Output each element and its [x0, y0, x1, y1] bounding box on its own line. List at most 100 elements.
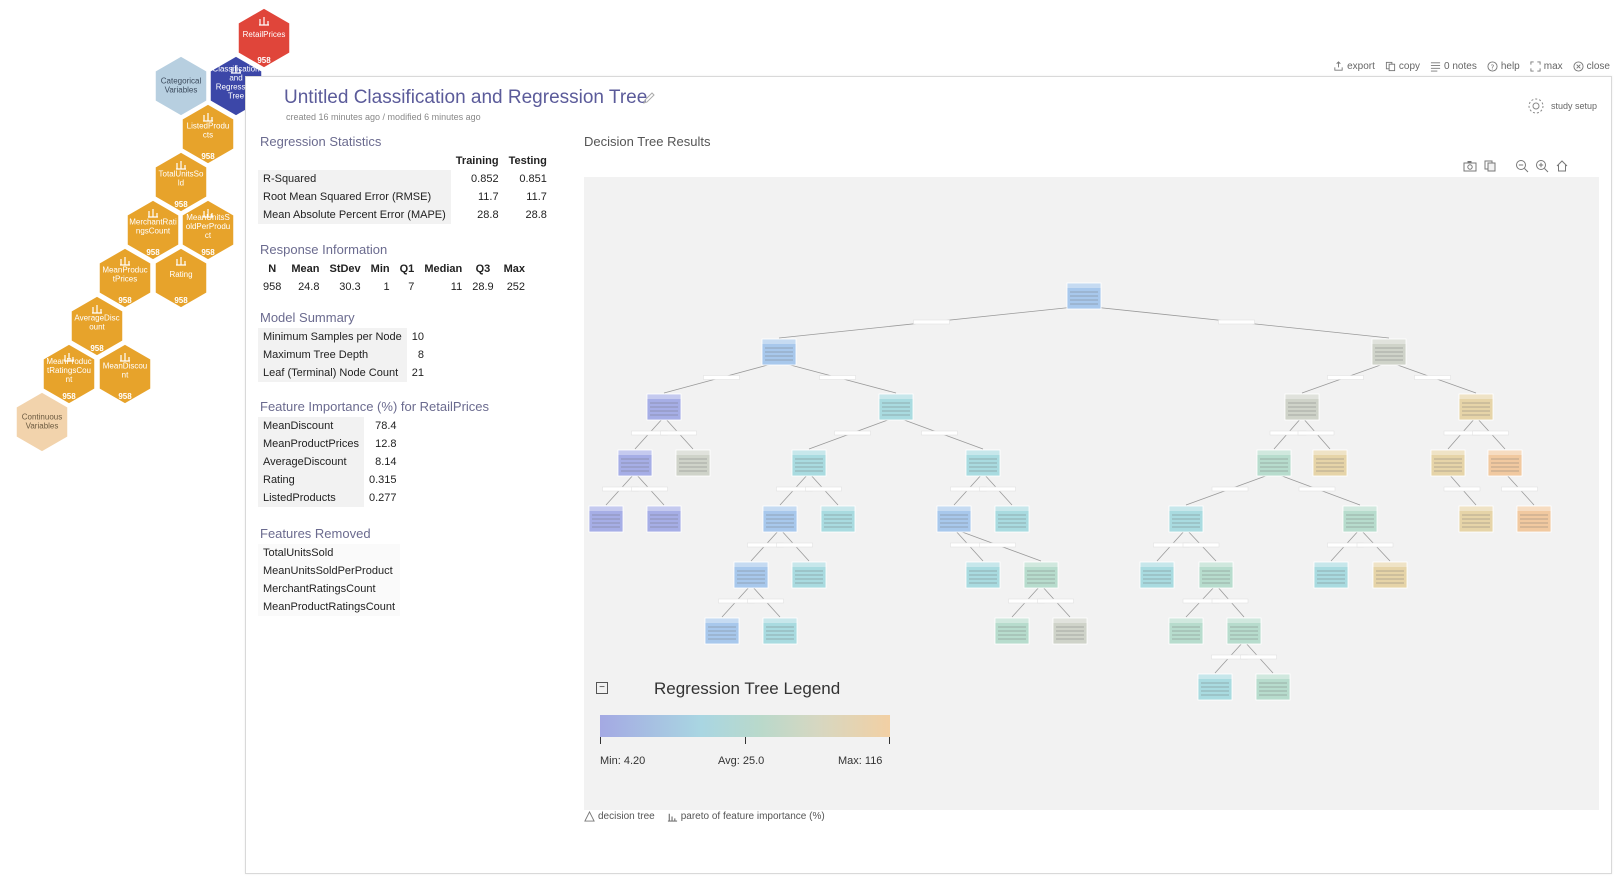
tree-node[interactable]	[1487, 449, 1523, 477]
tree-node[interactable]	[1168, 617, 1204, 645]
hex-node-merchant-ratings[interactable]: MerchantRatingsCount 958	[126, 199, 180, 261]
tree-node[interactable]	[1139, 561, 1175, 589]
legend-title: Regression Tree Legend	[654, 679, 841, 698]
tree-edge-label	[1182, 542, 1220, 548]
tree-node[interactable]	[936, 505, 972, 533]
tree-node[interactable]	[791, 561, 827, 589]
table-row: ListedProducts 0.277	[258, 489, 402, 507]
main-panel: Untitled Classification and Regression T…	[245, 76, 1612, 874]
export-button[interactable]: export	[1333, 58, 1375, 74]
tree-node[interactable]	[646, 505, 682, 533]
home-icon[interactable]	[1555, 159, 1569, 173]
gear-icon	[1528, 98, 1544, 114]
hex-node-total-units[interactable]: TotalUnitsSold 958	[154, 151, 208, 213]
pencil-icon[interactable]	[642, 91, 656, 105]
tree-node[interactable]	[1256, 449, 1292, 477]
tree-node[interactable]	[994, 505, 1030, 533]
tree-node[interactable]	[762, 617, 798, 645]
tree-node[interactable]	[1197, 673, 1233, 701]
regression-statistics-table: Training Testing R-Squared 0.852 0.851 R…	[258, 152, 552, 224]
feature-importance-table: MeanDiscount 78.4 MeanProductPrices 12.8…	[258, 417, 402, 507]
tree-node[interactable]	[1342, 505, 1378, 533]
tree-node[interactable]	[994, 617, 1030, 645]
max-button[interactable]: max	[1530, 58, 1563, 74]
tree-node[interactable]	[1372, 561, 1408, 589]
hex-node-average-discount[interactable]: AverageDiscount 958	[70, 295, 124, 357]
copy-icon	[1385, 61, 1395, 71]
tree-node[interactable]	[1226, 617, 1262, 645]
help-button[interactable]: ? help	[1487, 58, 1520, 74]
row-label: Leaf (Terminal) Node Count	[258, 364, 407, 382]
tree-node[interactable]	[965, 561, 1001, 589]
tree-node[interactable]	[762, 505, 798, 533]
row-label: ListedProducts	[258, 489, 364, 507]
tree-node[interactable]	[646, 393, 682, 421]
features-removed-list: TotalUnitsSold MeanUnitsSoldPerProduct M…	[258, 544, 401, 616]
bar-chart-icon	[667, 813, 677, 822]
tree-node[interactable]	[1284, 393, 1320, 421]
hex-node-count: 958	[201, 248, 215, 257]
tree-node[interactable]	[1313, 561, 1349, 589]
tree-node[interactable]	[878, 393, 914, 421]
study-setup-button[interactable]: study setup	[1527, 97, 1597, 115]
tab-pareto[interactable]: pareto of feature importance (%)	[667, 811, 825, 822]
close-button[interactable]: close	[1573, 58, 1610, 74]
tree-node[interactable]	[1052, 617, 1088, 645]
tree-node[interactable]	[1516, 505, 1552, 533]
tree-node[interactable]	[791, 449, 827, 477]
decision-tree-svg[interactable]	[584, 177, 1599, 810]
copy-button[interactable]: copy	[1385, 58, 1420, 74]
hex-node-mean-product-ratings[interactable]: MeanProductRatingsCount 958	[42, 343, 96, 405]
tree-node[interactable]	[1430, 449, 1466, 477]
row-label: MeanDiscount	[258, 417, 364, 435]
tree-node[interactable]	[1023, 561, 1059, 589]
hex-node-rating[interactable]: Rating 958	[154, 247, 208, 309]
tree-node[interactable]	[761, 338, 797, 366]
tree-node[interactable]	[1066, 282, 1102, 310]
tree-node[interactable]	[1255, 673, 1291, 701]
cell-value: 11	[450, 281, 463, 293]
zoom-in-icon[interactable]	[1535, 159, 1549, 173]
tree-node[interactable]	[1371, 338, 1407, 366]
hex-node-mean-discount[interactable]: MeanDiscount 958	[98, 343, 152, 405]
tree-node[interactable]	[1168, 505, 1204, 533]
decision-tree-plot[interactable]: − Regression Tree Legend Min: 4.20 Avg: …	[584, 177, 1599, 810]
hex-node-listed-products[interactable]: ListedProducts 958	[181, 103, 235, 165]
hex-node-label: RetailPrices	[243, 30, 286, 39]
legend-tick	[745, 737, 746, 744]
tree-edge-label	[703, 375, 740, 380]
camera-icon[interactable]	[1463, 159, 1477, 173]
hex-node-retail-prices[interactable]: RetailPrices 958	[237, 7, 291, 69]
hex-node-mean-units-sold[interactable]: MeanUnitsSoldPerProduct 958	[181, 199, 235, 261]
tree-node[interactable]	[704, 617, 740, 645]
tree-node[interactable]	[820, 505, 856, 533]
tab-decision-tree[interactable]: decision tree	[584, 811, 655, 822]
hex-node-mean-product-prices[interactable]: MeanProductPrices 958	[98, 247, 152, 309]
legend-color-scale	[600, 715, 890, 737]
hex-node-count: 958	[90, 344, 104, 353]
tree-node[interactable]	[965, 449, 1001, 477]
tree-node[interactable]	[1198, 561, 1234, 589]
tree-node[interactable]	[617, 449, 653, 477]
notes-button[interactable]: 0 notes	[1430, 58, 1477, 74]
tree-edge-label	[1218, 319, 1255, 325]
tree-node[interactable]	[1458, 393, 1494, 421]
tree-node[interactable]	[588, 505, 624, 533]
bottom-tabs: decision tree pareto of feature importan…	[584, 811, 825, 822]
tree-node[interactable]	[1458, 505, 1494, 533]
list-item: MeanUnitsSoldPerProduct	[258, 562, 400, 580]
copy-plot-icon[interactable]	[1483, 159, 1497, 173]
training-value: 0.852	[471, 173, 499, 185]
legend-collapse-button[interactable]: −	[596, 682, 608, 694]
hex-node-label: MeanProduc	[102, 266, 147, 275]
tree-node[interactable]	[733, 561, 769, 589]
removed-feature: MeanProductRatingsCount	[263, 601, 396, 613]
zoom-out-icon[interactable]	[1515, 159, 1529, 173]
hex-node-label: ld	[178, 179, 184, 188]
hex-node-count: 958	[174, 200, 188, 209]
tree-node[interactable]	[675, 449, 711, 477]
tree-node[interactable]	[1312, 449, 1348, 477]
feature-importance-title: Feature Importance (%) for RetailPrices	[260, 399, 490, 414]
